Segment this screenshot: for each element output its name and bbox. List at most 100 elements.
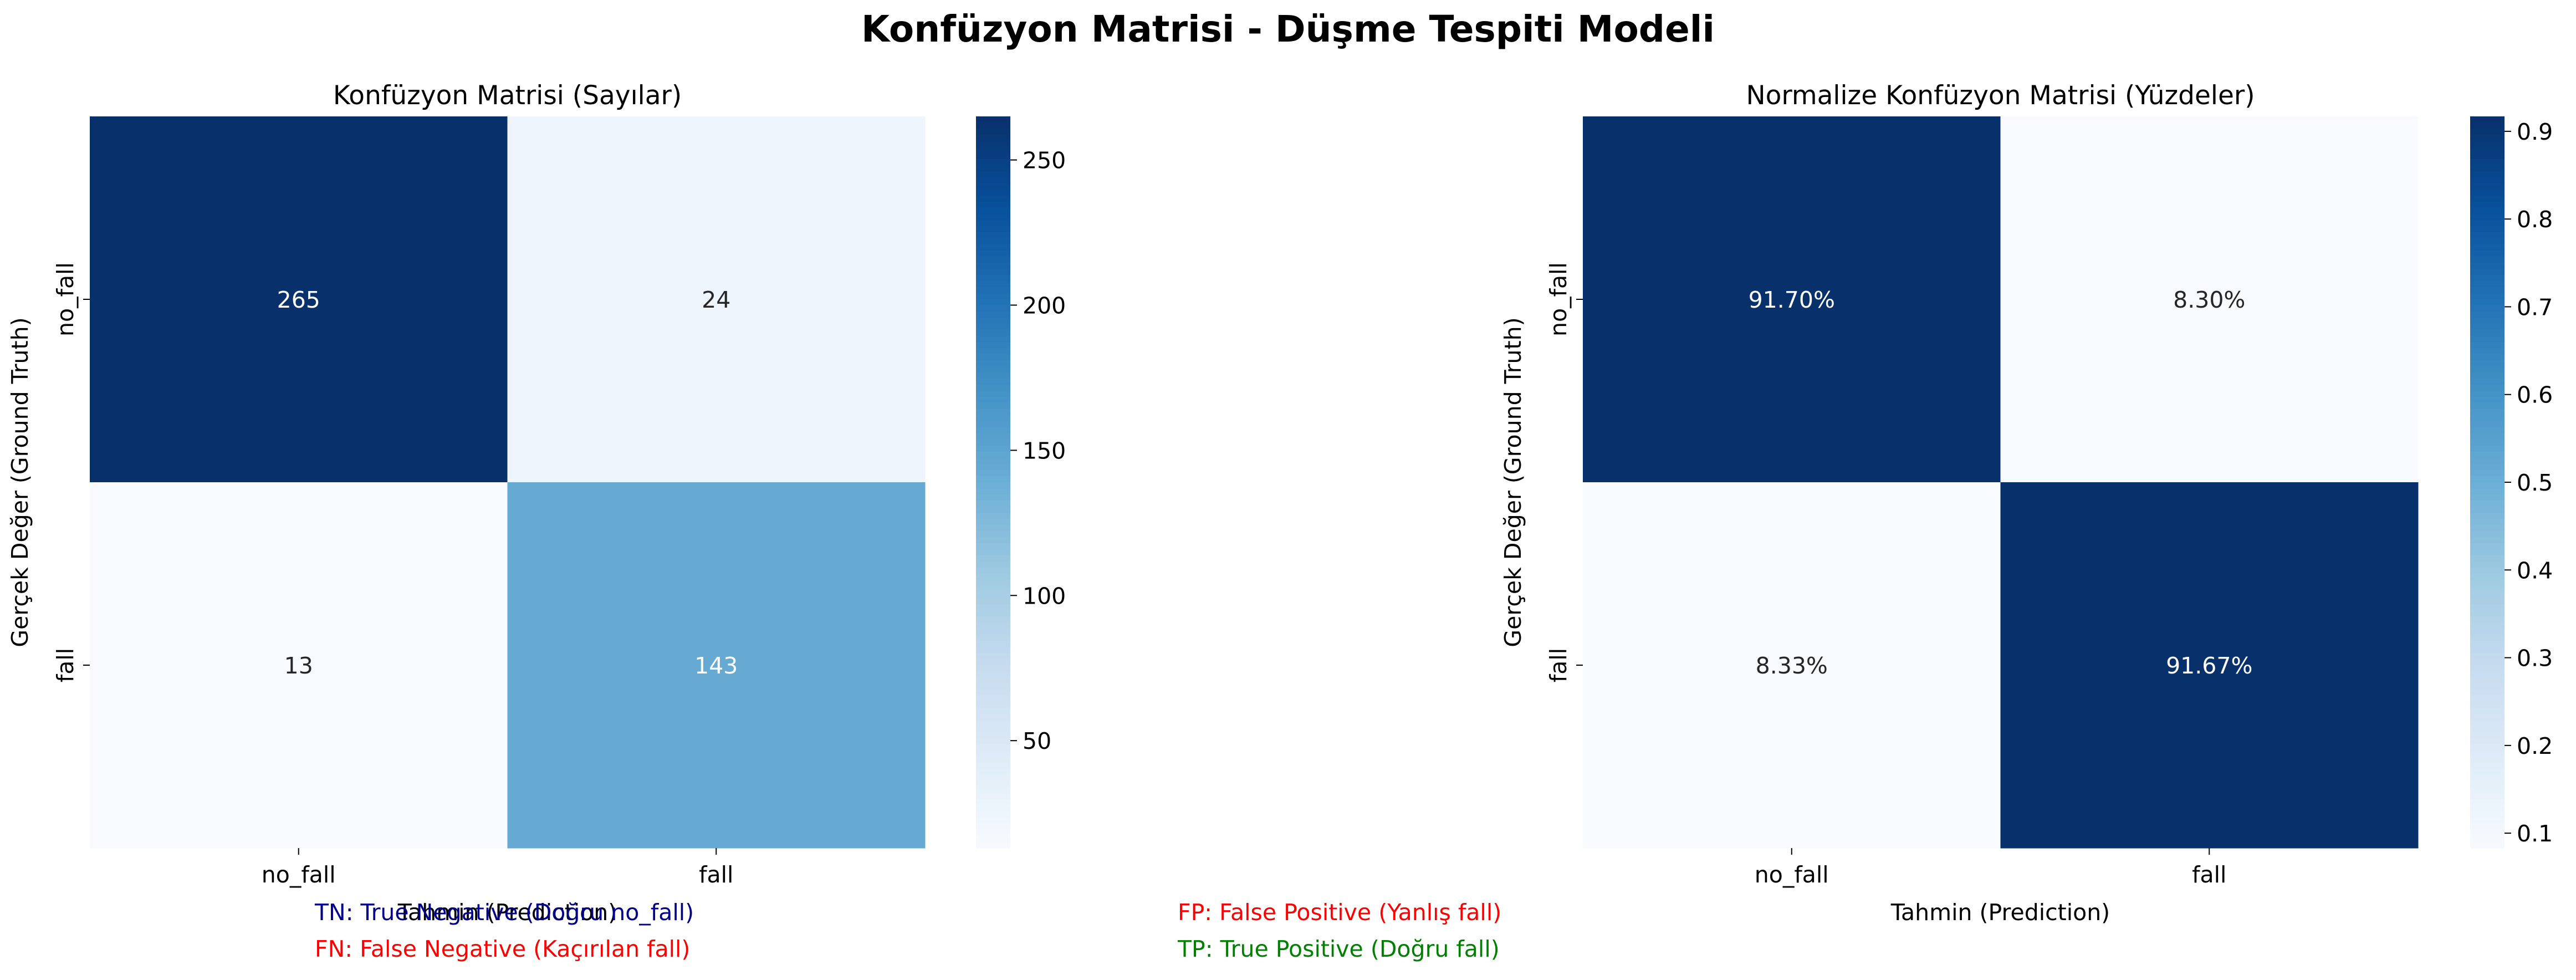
chart2-colorbar-strip — [2470, 348, 2505, 355]
chart2-colorbar-strip — [2470, 574, 2505, 580]
chart2-colorbar-strip — [2470, 732, 2505, 739]
chart2-colorbar-strip — [2470, 196, 2505, 202]
chart2-colorbar-strip — [2470, 360, 2505, 367]
chart2-colorbar-strip — [2470, 842, 2505, 849]
chart1-colorbar-strip — [976, 653, 1010, 660]
chart1-colorbar-strip — [976, 787, 1010, 794]
chart1-colorbar-strip — [976, 494, 1010, 501]
chart1-colorbar-strip — [976, 781, 1010, 788]
chart1-colorbar-tick-label: 250 — [1023, 147, 1066, 174]
chart2-colorbar-strip — [2470, 129, 2505, 135]
chart2-colorbar-strip — [2470, 275, 2505, 282]
chart1-colorbar-strip — [976, 269, 1010, 275]
chart1-annotation-0-1: 24 — [702, 287, 730, 313]
chart1-colorbar-strip — [976, 385, 1010, 391]
chart1-colorbar-strip — [976, 580, 1010, 586]
chart2-colorbar-strip — [2470, 372, 2505, 379]
chart2-colorbar-strip — [2470, 153, 2505, 160]
chart2-colorbar-strip — [2470, 318, 2505, 324]
chart1-colorbar-strip — [976, 141, 1010, 147]
chart1-colorbar-strip — [976, 482, 1010, 489]
chart2-colorbar-strip — [2470, 683, 2505, 690]
chart2-cell-0-1 — [2000, 116, 2419, 483]
chart1-colorbar-strip — [976, 409, 1010, 416]
chart1-colorbar-strip — [976, 391, 1010, 397]
chart2-colorbar-strip — [2470, 342, 2505, 349]
chart2-colorbar-strip — [2470, 537, 2505, 544]
chart2-colorbar-strip — [2470, 622, 2505, 629]
chart2-colorbar-strip — [2470, 781, 2505, 788]
chart1-colorbar-strip — [976, 299, 1010, 306]
chart2-annotation-0-1: 8.30% — [2173, 287, 2245, 313]
chart2-colorbar-strip — [2470, 464, 2505, 471]
chart1-cell-1-0 — [90, 482, 508, 849]
chart2-colorbar-strip — [2470, 409, 2505, 416]
chart1-colorbar-strip — [976, 275, 1010, 282]
chart1-colorbar-strip — [976, 293, 1010, 300]
chart2-colorbar-strip — [2470, 836, 2505, 843]
chart1-colorbar-strip — [976, 720, 1010, 727]
chart2-colorbar-strip — [2470, 336, 2505, 343]
chart2-colorbar-strip — [2470, 696, 2505, 702]
chart2-colorbar-strip — [2470, 269, 2505, 275]
chart1-colorbar-strip — [976, 336, 1010, 343]
chart1-cell-0-1 — [507, 116, 926, 483]
chart2-annotation-1-1: 91.67% — [2166, 652, 2252, 679]
chart1-colorbar-strip — [976, 208, 1010, 215]
chart1-colorbar-strip — [976, 214, 1010, 221]
chart2-colorbar-tick-label: 0.1 — [2517, 820, 2553, 847]
chart2-colorbar-strip — [2470, 244, 2505, 251]
note-false-negative: FN: False Negative (Kaçırılan fall) — [315, 936, 691, 962]
chart2-colorbar-strip — [2470, 165, 2505, 172]
note-false-positive: FP: False Positive (Yanlış fall) — [1178, 899, 1502, 926]
chart1-colorbar-tick-label: 200 — [1023, 292, 1066, 319]
chart2-colorbar-strip — [2470, 488, 2505, 495]
chart1-colorbar-strip — [976, 531, 1010, 538]
chart2-title: Normalize Konfüzyon Matrisi (Yüzdeler) — [1746, 80, 2255, 111]
chart1-colorbar-strip — [976, 464, 1010, 471]
chart2-colorbar-strip — [2470, 586, 2505, 593]
chart2-x-tick-label: no_fall — [1755, 861, 1829, 888]
chart2-colorbar-strip — [2470, 793, 2505, 800]
chart1-colorbar-strip — [976, 220, 1010, 227]
chart1-colorbar-strip — [976, 360, 1010, 367]
chart1-colorbar-strip — [976, 543, 1010, 550]
chart2-colorbar-strip — [2470, 580, 2505, 586]
chart2-colorbar-strip — [2470, 525, 2505, 532]
chart1-colorbar-strip — [976, 562, 1010, 568]
chart2-colorbar-strip — [2470, 251, 2505, 257]
chart2-colorbar-tick-label: 0.8 — [2517, 206, 2553, 233]
chart1-colorbar-strip — [976, 708, 1010, 714]
chart1-colorbar-strip — [976, 427, 1010, 434]
chart2-colorbar-strip — [2470, 238, 2505, 245]
chart1-annotation-1-1: 143 — [694, 652, 738, 679]
chart1-colorbar-strip — [976, 671, 1010, 678]
chart1-colorbar-strip — [976, 190, 1010, 196]
chart1-y-axis-label: Gerçek Değer (Ground Truth) — [7, 317, 33, 647]
chart2-colorbar-strip — [2470, 324, 2505, 330]
chart2-colorbar-strip — [2470, 641, 2505, 647]
chart2-colorbar-strip — [2470, 391, 2505, 397]
chart1-annotation-1-0: 13 — [284, 652, 313, 679]
chart2-colorbar-strip — [2470, 720, 2505, 727]
chart1-colorbar-strip — [976, 147, 1010, 154]
chart2-colorbar-strip — [2470, 440, 2505, 446]
chart1-colorbar-strip — [976, 476, 1010, 483]
chart1-title: Konfüzyon Matrisi (Sayılar) — [333, 80, 682, 111]
chart1-colorbar-strip — [976, 744, 1010, 751]
chart1-colorbar-strip — [976, 159, 1010, 166]
chart2-colorbar-strip — [2470, 629, 2505, 635]
chart2-colorbar-strip — [2470, 775, 2505, 782]
chart1-colorbar-strip — [976, 440, 1010, 446]
chart2-colorbar-strip — [2470, 769, 2505, 775]
chart2-colorbar-strip — [2470, 208, 2505, 215]
chart1-colorbar-strip — [976, 659, 1010, 666]
chart1-colorbar-strip — [976, 415, 1010, 422]
chart1-colorbar-strip — [976, 305, 1010, 312]
chart1-colorbar-strip — [976, 421, 1010, 428]
chart1-colorbar-tick-label: 150 — [1023, 437, 1066, 464]
chart1-colorbar-strip — [976, 549, 1010, 556]
chart1-colorbar-strip — [976, 318, 1010, 324]
chart2-colorbar-strip — [2470, 714, 2505, 721]
